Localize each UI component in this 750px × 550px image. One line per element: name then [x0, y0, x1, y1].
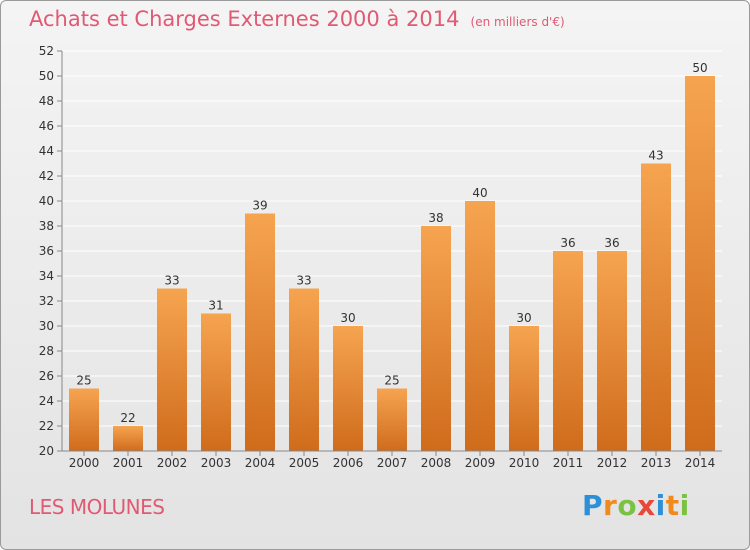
data-label-2008: 38 [428, 211, 443, 225]
bar-2002 [157, 288, 187, 451]
bar-2009 [465, 201, 495, 451]
y-tick-label: 48 [39, 94, 54, 108]
x-tick-label-2000: 2000 [69, 456, 100, 470]
data-label-2005: 33 [296, 274, 311, 288]
bar-2014 [685, 76, 715, 451]
x-tick-label-2004: 2004 [245, 456, 276, 470]
y-tick-label: 24 [39, 394, 54, 408]
bars [69, 76, 715, 451]
bar-2005 [289, 288, 319, 451]
x-tick-label-2003: 2003 [201, 456, 232, 470]
y-axis-ticks: 20 22 24 26 28 30 32 34 36 38 40 42 44 46 48 50 52 [39, 44, 62, 458]
commune-name: LES MOLUNES [29, 495, 165, 519]
y-tick-label: 22 [39, 419, 54, 433]
x-tick-label-2013: 2013 [641, 456, 672, 470]
y-tick-label: 34 [39, 269, 54, 283]
data-label-2006: 30 [340, 311, 355, 325]
data-label-2009: 40 [472, 186, 487, 200]
y-tick-label: 28 [39, 344, 54, 358]
data-label-2014: 50 [692, 61, 707, 75]
chart-unit: (en milliers d'€) [470, 15, 565, 29]
y-tick-label: 40 [39, 194, 54, 208]
data-label-2001: 22 [120, 411, 135, 425]
axes [61, 51, 722, 452]
x-tick-label-2002: 2002 [157, 456, 188, 470]
x-axis-ticks: 2000 2001 2002 2003 2004 2005 2006 2007 2008 2009… [69, 451, 716, 470]
bar-2008 [421, 226, 451, 451]
data-label-2010: 30 [516, 311, 531, 325]
y-tick-label: 42 [39, 169, 54, 183]
x-tick-label-2014: 2014 [685, 456, 716, 470]
y-tick-label: 32 [39, 294, 54, 308]
bar-2012 [597, 251, 627, 451]
y-tick-label: 46 [39, 119, 54, 133]
x-tick-label-2007: 2007 [377, 456, 408, 470]
x-tick-label-2001: 2001 [113, 456, 144, 470]
bar-2013 [641, 163, 671, 451]
y-tick-label: 44 [39, 144, 54, 158]
data-label-2013: 43 [648, 149, 663, 163]
y-tick-label: 30 [39, 319, 54, 333]
data-label-2000: 25 [76, 374, 91, 388]
x-tick-label-2008: 2008 [421, 456, 452, 470]
x-tick-label-2011: 2011 [553, 456, 584, 470]
x-tick-label-2010: 2010 [509, 456, 540, 470]
data-label-2007: 25 [384, 374, 399, 388]
y-tick-label: 52 [39, 44, 54, 58]
x-tick-label-2005: 2005 [289, 456, 320, 470]
bar-2004 [245, 213, 275, 451]
bar-2007 [377, 388, 407, 451]
data-label-2011: 36 [560, 236, 575, 250]
data-label-2002: 33 [164, 274, 179, 288]
bar-2000 [69, 388, 99, 451]
x-tick-label-2012: 2012 [597, 456, 628, 470]
y-tick-label: 26 [39, 369, 54, 383]
y-tick-label: 36 [39, 244, 54, 258]
bar-2001 [113, 426, 143, 451]
data-labels: 25 22 33 31 39 33 30 25 38 40 30 36 36 43 50 [76, 61, 707, 425]
chart-title: Achats et Charges Externes 2000 à 2014 [29, 7, 460, 31]
data-label-2004: 39 [252, 199, 267, 213]
x-tick-label-2006: 2006 [333, 456, 364, 470]
chart-header: Achats et Charges Externes 2000 à 2014 (… [29, 7, 565, 31]
y-tick-label: 38 [39, 219, 54, 233]
y-tick-label: 50 [39, 69, 54, 83]
data-label-2012: 36 [604, 236, 619, 250]
bar-2011 [553, 251, 583, 451]
bar-2006 [333, 326, 363, 451]
proxiti-logo: Proxiti [582, 489, 690, 522]
bar-2003 [201, 313, 231, 451]
data-label-2003: 31 [208, 299, 223, 313]
bar-2010 [509, 326, 539, 451]
x-tick-label-2009: 2009 [465, 456, 496, 470]
y-tick-label: 20 [39, 444, 54, 458]
